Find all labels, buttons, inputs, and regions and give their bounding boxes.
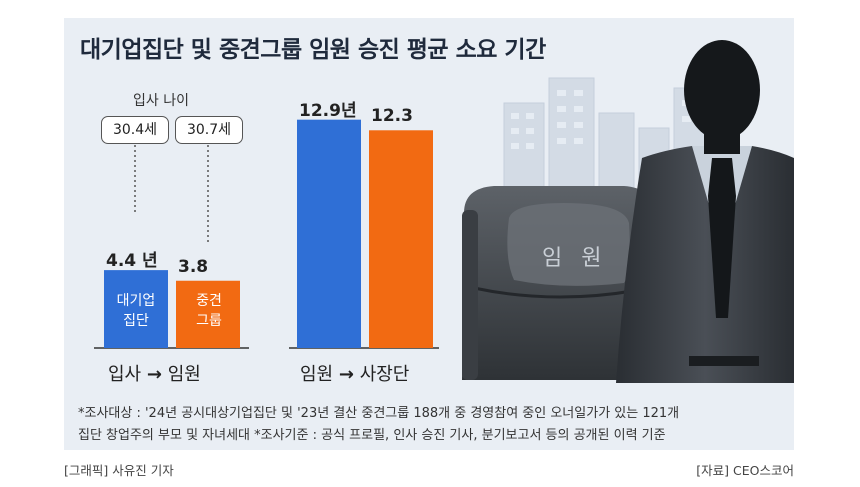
bar-value-label: 12.9년	[299, 100, 357, 121]
bar-chart	[94, 119, 439, 349]
source-credit: [자료] CEO스코어	[696, 463, 794, 478]
footnote-line-1: *조사대상 : '24년 공시대상기업집단 및 '23년 결산 중견그룹 188…	[78, 406, 680, 421]
bar-inner-label-midsize-group: 중견 그룹	[176, 291, 242, 331]
businessman-silhouette-icon	[616, 40, 794, 383]
background-illustration	[462, 40, 794, 383]
category-label-executive-to-ceo: 임원 → 사장단	[300, 364, 410, 385]
bar-midsize-group-1	[176, 280, 240, 348]
bar-label-line2: 집단	[123, 313, 149, 329]
chart-title: 대기업집단 및 중견그룹 임원 승진 평균 소요 기간	[80, 37, 546, 63]
bar-label-line2: 그룹	[196, 313, 222, 329]
bar-large-group-2	[297, 119, 361, 348]
entry-age-midsize-group: 30.7세	[175, 116, 243, 144]
bar-value-label: 4.4 년	[106, 251, 158, 272]
bar-inner-label-large-group: 대기업 집단	[103, 291, 169, 331]
arrow-icon: →	[338, 364, 354, 385]
footnote-line-2: 집단 창업주의 부모 및 자녀세대 *조사기준 : 공식 프로필, 인사 승진 …	[78, 428, 666, 443]
bar-value-label: 12.3	[371, 106, 413, 127]
office-chair-icon	[462, 186, 656, 380]
category-label-entry-to-executive: 입사 → 임원	[108, 364, 201, 385]
entry-age-large-group: 30.4세	[101, 116, 169, 144]
entry-age-heading: 입사 나이	[133, 93, 189, 109]
arrow-icon: →	[146, 364, 162, 385]
bar-value-label: 3.8	[178, 256, 209, 277]
bar-large-group-1	[104, 270, 168, 348]
bar-label-line1: 중견	[196, 293, 222, 309]
graphic-credit: [그래픽] 사유진 기자	[64, 463, 174, 478]
bar-label-line1: 대기업	[116, 293, 156, 309]
bar-midsize-group-2	[369, 130, 433, 348]
chair-label: 임 원	[542, 246, 608, 271]
